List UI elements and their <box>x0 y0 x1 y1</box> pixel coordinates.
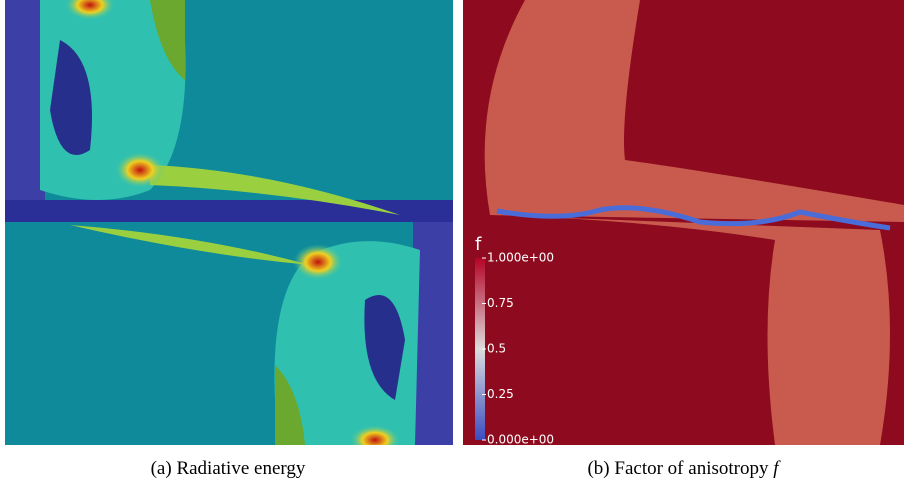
caption: (a) Radiative energy <box>151 458 306 479</box>
colorbar <box>475 258 485 440</box>
caption: (b) Factor of anisotropy f <box>587 458 781 479</box>
radiative-energy-image <box>5 0 453 445</box>
colorbar-tick-label: 0.000e+00 <box>487 433 554 447</box>
colorbar-tick-label: 0.5 <box>487 342 506 356</box>
anisotropy-image <box>463 0 904 445</box>
colorbar-tick-label: 0.25 <box>487 387 514 401</box>
colorbar-title: f <box>475 234 482 255</box>
colorbar-tick-label: 1.000e+00 <box>487 251 554 265</box>
colorbar-tick-label: 0.75 <box>487 296 514 310</box>
